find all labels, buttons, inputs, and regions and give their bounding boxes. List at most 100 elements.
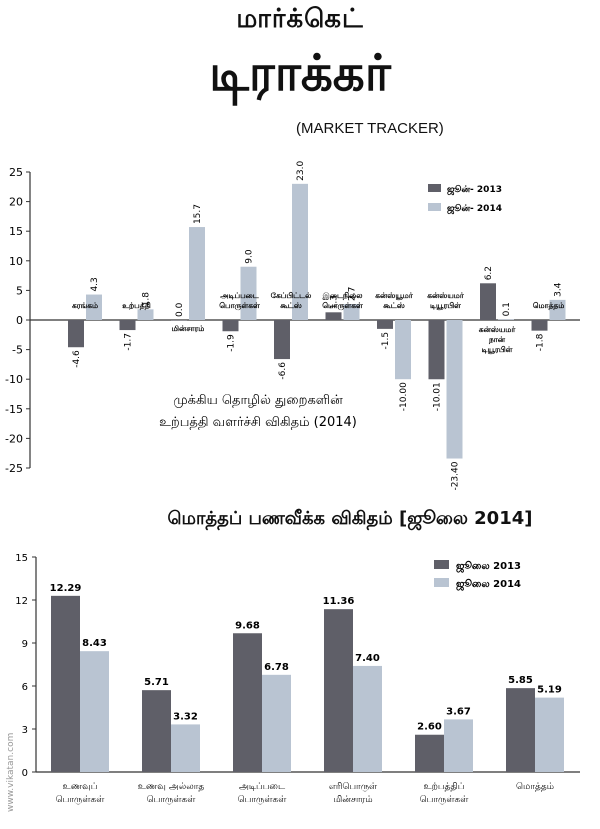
category-label: கன்ஸ்யமர் <box>479 325 517 334</box>
data-label: 12.29 <box>50 583 82 594</box>
category-label: கன்ஸ்யூமர் <box>375 291 414 301</box>
category-label: கரங்கம் <box>72 301 99 310</box>
y-tick-label: -10 <box>5 373 23 386</box>
chart2-title: மொத்தப் பணவீக்க விகிதம் [ஜூலை 2014] <box>167 508 533 529</box>
core-industries-chart: 25 20 15 10 5 0 -5 -10 -15 -20 -25 -4.6 4.3 கரங்கம் -1… <box>5 161 580 490</box>
bar-jul2013 <box>324 609 353 772</box>
chart1-title: முக்கிய தொழில் துறைகளின் <box>173 393 343 408</box>
bar-jun2014 <box>86 294 102 320</box>
category-label: அடிப்படை <box>220 291 260 301</box>
bar-jun2013 <box>377 320 393 329</box>
bar-jun2014 <box>189 227 205 320</box>
bar-jul2013 <box>506 688 535 772</box>
data-label: 0.0 <box>175 302 185 317</box>
bar-jun2013 <box>171 320 187 321</box>
bar-jun2013 <box>119 320 136 331</box>
legend-swatch <box>434 578 449 587</box>
bar-jun2014 <box>343 304 360 320</box>
category-label: பொருள்கள் <box>322 301 364 311</box>
data-label: 11.36 <box>323 596 355 607</box>
data-label: 9.0 <box>245 249 255 264</box>
y-tick-label: 0 <box>22 768 28 779</box>
inflation-chart: 15 12 9 6 3 0 12.29 8.43 உணவுப் பொருள்கள் 5.71 3.32… <box>15 553 580 805</box>
bar-jul2014 <box>80 651 109 772</box>
bar-jul2014 <box>444 719 473 772</box>
y-tick-label: -15 <box>5 403 23 416</box>
category-label: கன்ஸ்யமர் <box>427 291 465 300</box>
bar-jun2013 <box>531 320 548 331</box>
y-tick-label: 15 <box>15 553 28 564</box>
category-label: டியூரபிள் <box>482 345 514 355</box>
data-label: -4.6 <box>72 350 82 368</box>
data-label: 6.2 <box>484 266 494 280</box>
y-tick-label: -5 <box>12 344 23 357</box>
bar-jul2013 <box>415 734 444 772</box>
data-label: -1.5 <box>381 332 391 350</box>
category-label: கேப்பிட்டல் <box>271 291 312 300</box>
data-label: 5.19 <box>537 685 562 696</box>
data-label: 1.8 <box>142 292 152 307</box>
data-label: 0.1 <box>502 302 512 316</box>
category-label: உற்பத்திப் <box>424 782 465 792</box>
legend-swatch <box>428 184 441 192</box>
category-label: பொருள்கள் <box>56 795 106 805</box>
category-label: பொருள்கள் <box>420 795 470 805</box>
data-label: -1.9 <box>227 334 237 352</box>
bar-jun2014 <box>395 320 411 380</box>
watermark: www.vikatan.com <box>6 732 16 812</box>
data-label: 15.7 <box>193 204 203 224</box>
bar-jun2014 <box>137 309 154 320</box>
data-label: 5.85 <box>508 675 533 686</box>
category-label: கூட்ஸ் <box>280 301 302 310</box>
y-tick-label: 20 <box>9 196 23 209</box>
bar-jun2013 <box>325 312 342 320</box>
data-label: 3.4 <box>554 282 564 297</box>
data-label: 5.71 <box>144 677 169 688</box>
bar-jun2014 <box>549 299 566 320</box>
y-tick-label: 0 <box>16 314 23 327</box>
bar-jun2013 <box>222 320 239 332</box>
legend-label: ஜூன்- 2014 <box>447 203 502 214</box>
legend-label: ஜூலை 2014 <box>456 578 521 591</box>
bar-jun2014 <box>240 266 257 320</box>
bar-jun2014 <box>446 320 463 459</box>
page-title-english: (MARKET TRACKER) <box>296 120 444 137</box>
category-label: பொருள்கள் <box>219 301 261 311</box>
y-tick-label: 25 <box>9 166 23 179</box>
data-label: -6.6 <box>278 362 288 380</box>
data-label: -1.7 <box>124 333 134 351</box>
page-title-line1: மார்க்கெட் <box>236 4 364 34</box>
category-label: டியூரபிள் <box>430 301 462 311</box>
y-tick-label: -20 <box>5 432 23 445</box>
bar-jun2013 <box>68 320 84 348</box>
data-label: 2.60 <box>417 722 442 733</box>
y-tick-label: 10 <box>9 255 23 268</box>
legend-label: ஜூலை 2013 <box>456 560 521 573</box>
data-label: -1.8 <box>536 333 546 351</box>
data-label: 3.32 <box>173 711 198 722</box>
data-label: 7.40 <box>355 653 380 664</box>
data-label: 1.3 <box>330 295 340 309</box>
bar-jun2014 <box>292 183 308 320</box>
category-label: எரிபொருள் <box>329 782 378 792</box>
category-label: மின்சாரம் <box>172 324 206 333</box>
category-label: பொருள்கள் <box>238 795 288 805</box>
legend-swatch <box>428 203 441 211</box>
legend-swatch <box>434 560 449 569</box>
y-tick-label: 6 <box>22 682 28 693</box>
bar-jul2014 <box>353 665 382 772</box>
category-label: பொருள்கள் <box>147 795 197 805</box>
y-tick-label: 12 <box>15 596 28 607</box>
bar-jul2014 <box>535 697 564 772</box>
data-label: 6.78 <box>264 662 289 673</box>
category-label: கூட்ஸ் <box>383 301 405 310</box>
category-label: அடிப்படை <box>239 782 286 792</box>
y-tick-label: 15 <box>9 225 23 238</box>
data-label: -10.00 <box>399 382 409 411</box>
bar-jul2013 <box>51 595 80 772</box>
data-label: 8.43 <box>82 638 107 649</box>
y-tick-label: 3 <box>22 725 28 736</box>
bar-jun2013 <box>274 320 290 360</box>
data-label: -10.01 <box>433 382 443 411</box>
data-label: 4.3 <box>90 277 100 291</box>
